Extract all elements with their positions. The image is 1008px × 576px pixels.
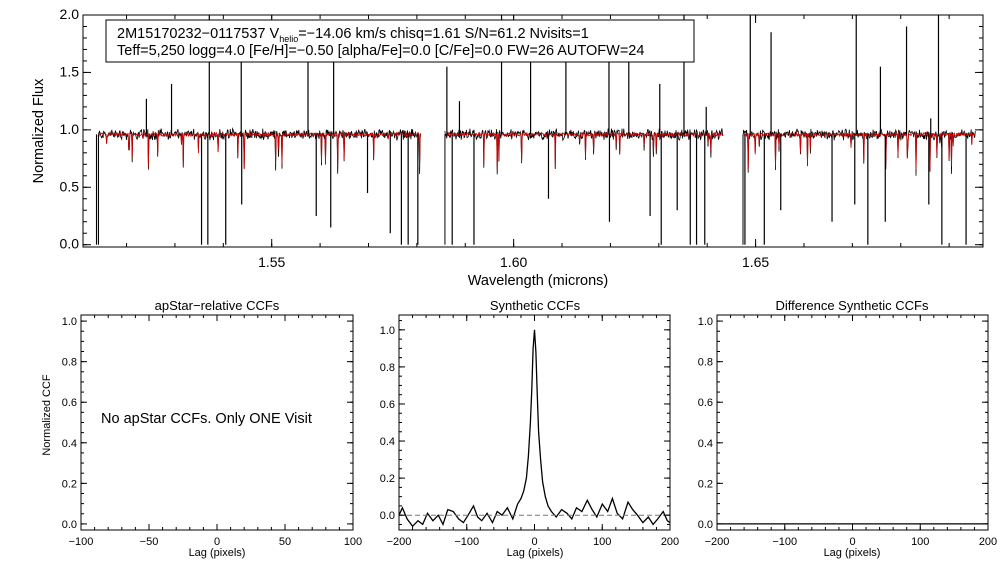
synthetic-ccf-x-tick-label: 100: [593, 536, 611, 548]
synthetic-ccf-x-tick-label: −100: [454, 536, 479, 548]
apstar-ccf-x-tick-label: 50: [279, 536, 291, 548]
synthetic-ccf-y-tick-label: 0.4: [380, 436, 395, 448]
info-line-1: 2M15170232−0117537 Vhelio=−14.06 km/s ch…: [117, 26, 589, 44]
apstar-ccf-panel: −100 −50 0 50 100 0.0 0.2 0.4 0.6 0.8 1.0 apStar−r…: [41, 298, 362, 559]
spectrum-y-axis-label: Normalized Flux: [31, 78, 47, 183]
apstar-ccf-x-axis-label: Lag (pixels): [189, 547, 246, 559]
synthetic-ccf-y-tick-label: 1.0: [380, 325, 395, 337]
apstar-ccf-y-tick-label: 0.0: [62, 519, 77, 531]
spectrum-y-tick-label: 1.5: [60, 63, 80, 79]
info-line-1-subscript: helio: [279, 34, 298, 44]
difference-ccf-title: Difference Synthetic CCFs: [776, 298, 929, 313]
apstar-ccf-y-tick-label: 0.2: [62, 478, 77, 490]
synthetic-ccf-title: Synthetic CCFs: [490, 298, 581, 313]
synthetic-ccf-y-tick-label: 0.6: [380, 399, 395, 411]
spectrum-panel: 1.55 1.60 1.65 0.0 0.5 1.0 1.5 2.0 2M15170232−0…: [31, 6, 984, 289]
synthetic-ccf-x-axis-label: Lag (pixels): [507, 547, 564, 559]
apstar-ccf-no-data-note: No apStar CCFs. Only ONE Visit: [101, 411, 312, 427]
difference-ccf-x-axis-label: Lag (pixels): [824, 547, 881, 559]
synthetic-ccf-plot-frame: [398, 314, 671, 531]
spectrum-y-tick-label: 0.5: [60, 178, 80, 194]
apstar-ccf-title: apStar−relative CCFs: [155, 298, 280, 313]
synthetic-ccf-panel: −200 −100 0 100 200 0.0 0.2 0.4 0.6 0.8 1.0 Synthe…: [380, 298, 679, 559]
spectrum-x-axis-label: Wavelength (microns): [468, 273, 608, 289]
spectrum-y-tick-label: 1.0: [60, 121, 80, 137]
difference-ccf-y-tick-label: 0.0: [698, 519, 713, 531]
difference-ccf-plot-frame: [716, 314, 989, 531]
synthetic-ccf-y-tick-label: 0.0: [380, 510, 395, 522]
difference-ccf-x-tick-label: −200: [705, 536, 730, 548]
apstar-ccf-x-tick-label: 100: [344, 536, 362, 548]
apstar-ccf-x-tick-label: −50: [140, 536, 159, 548]
apstar-ccf-y-tick-label: 1.0: [62, 316, 77, 328]
spectrum-y-tick-label: 2.0: [60, 6, 80, 22]
synthetic-ccf-data-layer: [398, 329, 671, 528]
apstar-ccf-x-tick-label: −100: [69, 536, 94, 548]
difference-ccf-x-tick-label: 0: [849, 536, 855, 548]
apstar-ccf-x-tick-label: 0: [214, 536, 220, 548]
difference-ccf-y-tick-label: 0.8: [698, 357, 713, 369]
info-line-1-params: =−14.06 km/s chisq=1.61 S/N=61.2 Nvisits…: [298, 26, 589, 42]
synthetic-ccf-x-tick-label: 200: [661, 536, 679, 548]
spectrum-info-box: 2M15170232−0117537 Vhelio=−14.06 km/s ch…: [105, 19, 695, 63]
spectrum-model-segment: [742, 131, 976, 171]
synthetic-ccf-curve: [398, 329, 671, 528]
info-box-frame: [105, 19, 695, 63]
difference-ccf-y-tick-label: 0.4: [698, 438, 713, 450]
synthetic-ccf-y-tick-label: 0.8: [380, 362, 395, 374]
info-line-1-star: 2M15170232−0117537 V: [117, 26, 280, 42]
difference-ccf-x-tick-label: 200: [979, 536, 997, 548]
spectrum-observed-segment: [98, 127, 422, 175]
spectrum-x-tick-label: 1.60: [500, 254, 527, 270]
apstar-ccf-axes: −100 −50 0 50 100 0.0 0.2 0.4 0.6 0.8 1.0: [62, 315, 362, 548]
synthetic-ccf-x-tick-label: 0: [531, 536, 537, 548]
apstar-ccf-y-tick-label: 0.6: [62, 397, 77, 409]
apstar-ccf-y-axis-label: Normalized CCF: [41, 374, 53, 456]
difference-ccf-x-tick-label: −100: [772, 536, 797, 548]
synthetic-ccf-y-tick-label: 0.2: [380, 473, 395, 485]
apstar-ccf-y-tick-label: 0.4: [62, 438, 77, 450]
spectrum-plot-frame: [82, 14, 984, 248]
spectrum-x-tick-label: 1.55: [258, 254, 285, 270]
spectrum-y-tick-label: 0.0: [60, 236, 80, 252]
apstar-ccf-y-tick-label: 0.8: [62, 357, 77, 369]
difference-ccf-panel: −200 −100 0 100 200 0.0 0.2 0.4 0.6 0.8 1.0 Differ…: [698, 298, 997, 559]
difference-ccf-y-tick-label: 0.6: [698, 397, 713, 409]
difference-ccf-y-tick-label: 1.0: [698, 316, 713, 328]
difference-ccf-x-tick-label: 100: [911, 536, 929, 548]
difference-ccf-y-tick-label: 0.2: [698, 478, 713, 490]
info-line-2: Teff=5,250 logg=4.0 [Fe/H]=−0.50 [alpha/…: [117, 43, 644, 59]
synthetic-ccf-axes: −200 −100 0 100 200 0.0 0.2 0.4 0.6 0.8 1.0: [380, 315, 679, 548]
spectrum-x-tick-label: 1.65: [742, 254, 769, 270]
spectrum-axes: 1.55 1.60 1.65 0.0 0.5 1.0 1.5 2.0: [60, 6, 983, 270]
difference-ccf-axes: −200 −100 0 100 200 0.0 0.2 0.4 0.6 0.8 1.0: [698, 315, 997, 548]
synthetic-ccf-x-tick-label: −200: [387, 536, 412, 548]
